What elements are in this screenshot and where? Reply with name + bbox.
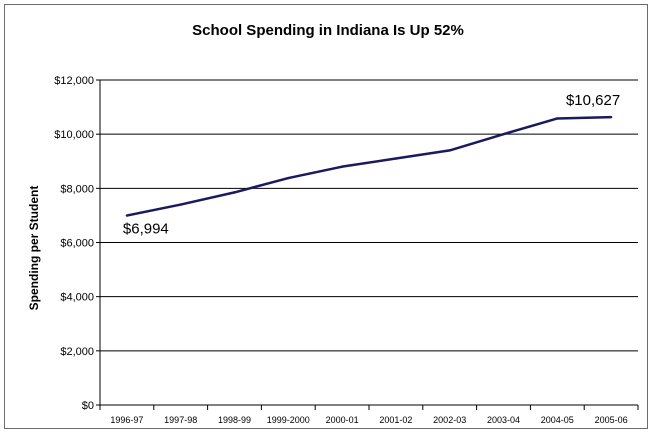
chart-title: School Spending in Indiana Is Up 52% bbox=[192, 22, 464, 39]
data-point bbox=[340, 165, 344, 168]
data-point bbox=[287, 176, 290, 180]
data-point bbox=[179, 203, 182, 206]
x-tick-label: 1996-97 bbox=[110, 415, 143, 425]
y-tick-label: $12,000 bbox=[54, 75, 94, 87]
x-tick-label: 2003-04 bbox=[487, 415, 520, 425]
data-point bbox=[125, 214, 129, 217]
y-tick-label: $8,000 bbox=[60, 183, 94, 195]
x-tick-label: 1998-99 bbox=[218, 415, 251, 425]
x-tick-label: 2004-05 bbox=[541, 415, 574, 425]
y-tick-label: $6,000 bbox=[60, 238, 94, 250]
data-label: $6,994 bbox=[123, 221, 169, 238]
data-point bbox=[233, 191, 236, 194]
x-tick-label: 1997-98 bbox=[164, 415, 197, 425]
data-point bbox=[556, 117, 559, 120]
y-tick-label: $10,000 bbox=[54, 129, 94, 141]
data-point bbox=[448, 149, 451, 152]
y-tick-label: $0 bbox=[82, 400, 94, 412]
data-point bbox=[502, 132, 505, 136]
y-tick-label: $2,000 bbox=[60, 346, 94, 358]
data-label: $10,627 bbox=[566, 92, 620, 109]
series-line bbox=[126, 115, 612, 217]
y-tick-label: $4,000 bbox=[60, 292, 94, 304]
chart-frame bbox=[4, 4, 648, 429]
data-point bbox=[394, 157, 398, 160]
x-tick-label: 2000-01 bbox=[326, 415, 359, 425]
x-tick-label: 1999-2000 bbox=[267, 415, 310, 425]
x-tick-label: 2001-02 bbox=[379, 415, 412, 425]
x-tick-label: 2002-03 bbox=[433, 415, 466, 425]
x-tick-label: 2005-06 bbox=[595, 415, 628, 425]
data-point bbox=[609, 115, 613, 119]
